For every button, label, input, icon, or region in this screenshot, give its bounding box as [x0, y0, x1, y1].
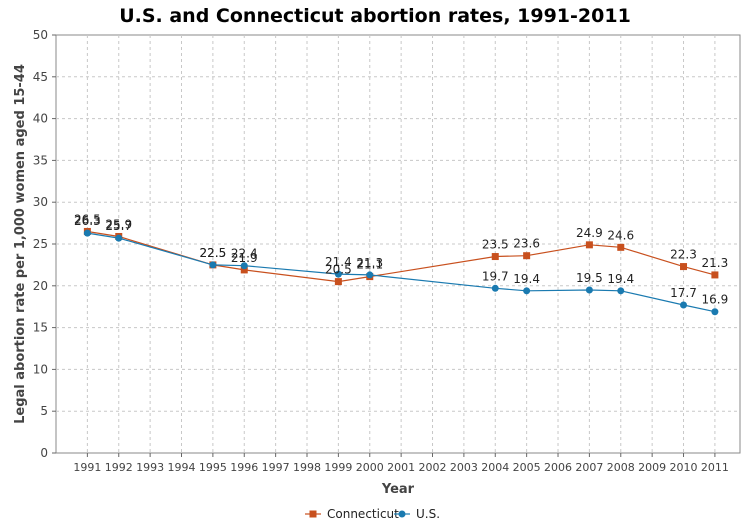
- x-tick-label: 1994: [168, 461, 196, 474]
- x-tick-label: 1993: [136, 461, 164, 474]
- data-point-marker: [523, 287, 531, 295]
- data-point-marker: [240, 262, 248, 270]
- x-tick-label: 1995: [199, 461, 227, 474]
- x-tick-label: 2002: [419, 461, 447, 474]
- data-label: 19.7: [482, 269, 509, 283]
- data-label: 22.4: [231, 247, 258, 261]
- data-point-marker: [209, 261, 217, 269]
- y-tick-label: 15: [33, 321, 48, 335]
- y-tick-label: 45: [33, 70, 48, 84]
- data-label: 25.7: [105, 219, 132, 233]
- data-label: 21.3: [356, 256, 383, 270]
- data-point-marker: [711, 271, 719, 279]
- x-tick-label: 2007: [575, 461, 603, 474]
- y-tick-label: 25: [33, 237, 48, 251]
- x-tick-label: 1992: [105, 461, 133, 474]
- data-point-marker: [366, 271, 374, 279]
- data-point-marker: [334, 270, 342, 278]
- data-label: 23.6: [513, 237, 540, 251]
- x-tick-label: 2001: [387, 461, 415, 474]
- data-label: 16.9: [702, 293, 729, 307]
- data-label: 22.5: [200, 246, 227, 260]
- chart-title: U.S. and Connecticut abortion rates, 199…: [119, 5, 631, 27]
- data-labels: 26.5 25.9 22.5 21.9 20.5 21.1 23.5 23.6 24.9 24.6…: [74, 212, 728, 306]
- data-label: 22.5: [200, 246, 227, 260]
- data-label: 19.4: [607, 272, 634, 286]
- axes: 0 5 10 15 20 25 30 35 40 45 50 1991 1992 1993 1994 1995…: [33, 28, 729, 474]
- x-tick-label: 1998: [293, 461, 321, 474]
- data-label: 23.5: [482, 238, 509, 252]
- data-point-marker: [617, 243, 625, 251]
- data-label: 17.7: [670, 286, 697, 300]
- x-tick-label: 1999: [324, 461, 352, 474]
- x-axis-title: Year: [381, 482, 415, 497]
- data-point-marker: [240, 266, 248, 274]
- data-label: 26.3: [74, 214, 101, 228]
- y-tick-label: 0: [40, 446, 48, 460]
- y-tick-label: 40: [33, 112, 48, 126]
- grid-lines: [56, 35, 740, 453]
- data-series: [83, 227, 719, 316]
- data-label: 24.9: [576, 226, 603, 240]
- y-tick-label: 5: [40, 404, 48, 418]
- legend: Connecticut U.S.: [305, 507, 440, 521]
- legend-label: U.S.: [416, 507, 440, 521]
- data-point-marker: [491, 253, 499, 261]
- data-label: 21.9: [231, 251, 258, 265]
- x-tick-label: 1991: [73, 461, 101, 474]
- x-tick-label: 2011: [701, 461, 729, 474]
- data-label: 19.4: [513, 272, 540, 286]
- x-tick-label: 2004: [481, 461, 509, 474]
- legend-marker: [309, 510, 317, 518]
- data-label: 22.3: [670, 248, 697, 262]
- data-point-marker: [83, 229, 91, 237]
- x-tick-label: 2006: [544, 461, 572, 474]
- x-tick-label: 2010: [670, 461, 698, 474]
- data-label: 26.5: [74, 212, 101, 226]
- data-point-marker: [680, 301, 688, 309]
- data-point-marker: [585, 241, 593, 249]
- y-tick-label: 35: [33, 153, 48, 167]
- legend-label: Connecticut: [327, 507, 399, 521]
- data-label: 21.4: [325, 255, 352, 269]
- data-label: 24.6: [607, 228, 634, 242]
- data-point-marker: [523, 252, 531, 260]
- series-line: [87, 232, 716, 313]
- data-label: 21.3: [702, 256, 729, 270]
- y-tick-label: 10: [33, 362, 48, 376]
- legend-marker: [398, 510, 406, 518]
- x-tick-label: 1997: [262, 461, 290, 474]
- y-tick-label: 30: [33, 195, 48, 209]
- x-tick-label: 2008: [607, 461, 635, 474]
- data-point-marker: [115, 234, 123, 242]
- x-tick-label: 1996: [230, 461, 258, 474]
- data-point-marker: [711, 308, 719, 316]
- x-tick-label: 2000: [356, 461, 384, 474]
- x-tick-label: 2009: [638, 461, 666, 474]
- data-point-marker: [491, 284, 499, 292]
- data-point-marker: [680, 263, 688, 271]
- data-label: 21.1: [356, 258, 383, 272]
- data-point-marker: [334, 278, 342, 286]
- y-tick-label: 20: [33, 279, 48, 293]
- data-label: 20.5: [325, 263, 352, 277]
- data-label: 25.9: [105, 217, 132, 231]
- y-axis-title: Legal abortion rate per 1,000 women aged…: [13, 64, 28, 424]
- data-label: 19.5: [576, 271, 603, 285]
- data-point-marker: [617, 287, 625, 295]
- x-tick-label: 2003: [450, 461, 478, 474]
- y-tick-label: 50: [33, 28, 48, 42]
- x-tick-label: 2005: [513, 461, 541, 474]
- data-point-marker: [585, 286, 593, 294]
